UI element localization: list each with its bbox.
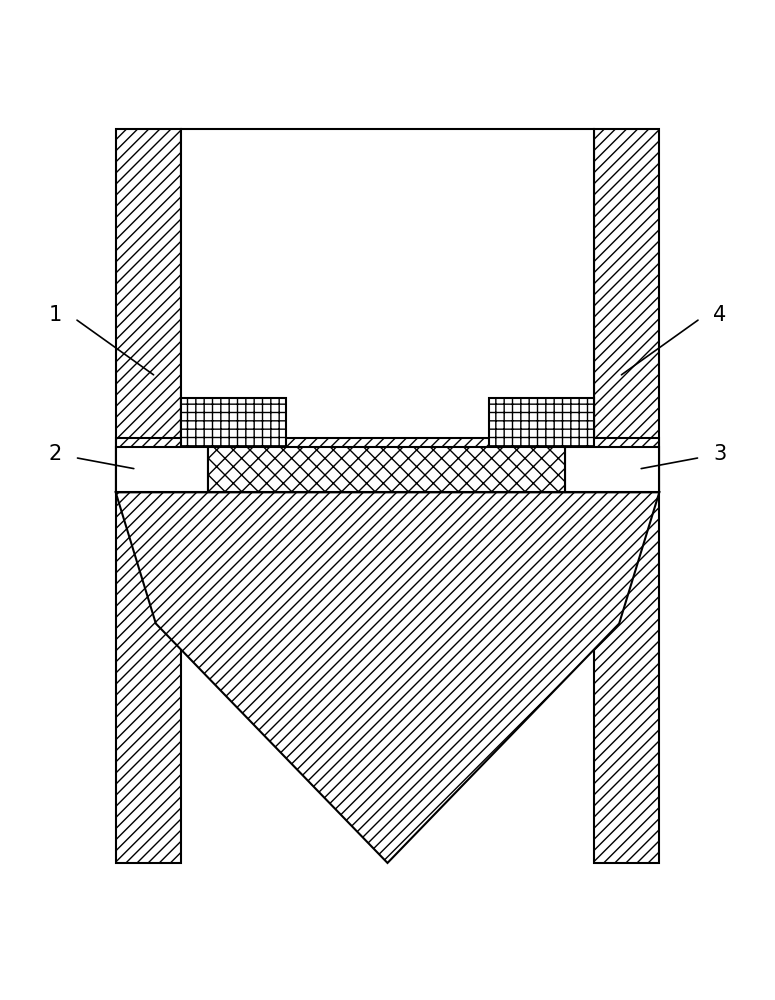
Bar: [565, 447, 660, 492]
Text: 2: 2: [49, 444, 62, 464]
Text: 4: 4: [713, 305, 726, 325]
Bar: [181, 398, 285, 447]
Bar: [490, 398, 594, 447]
Bar: [208, 447, 565, 492]
Bar: [115, 129, 181, 863]
Bar: [115, 447, 208, 492]
Bar: [115, 438, 660, 492]
Bar: [594, 129, 660, 863]
Text: 3: 3: [713, 444, 726, 464]
Polygon shape: [115, 492, 660, 863]
Text: 1: 1: [49, 305, 62, 325]
Bar: [181, 129, 594, 447]
